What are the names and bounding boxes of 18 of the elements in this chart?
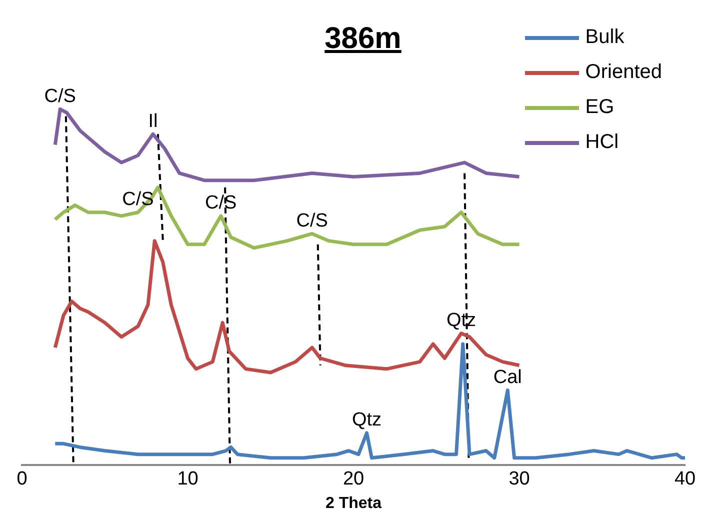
annotation: Il <box>148 110 158 132</box>
x-tick-label: 40 <box>674 468 696 490</box>
annotation: C/S <box>44 86 76 107</box>
x-tick-label: 30 <box>508 468 530 490</box>
x-tick-label: 10 <box>177 468 198 490</box>
legend-label: HCl <box>585 131 619 154</box>
annotation: Cal <box>493 367 522 388</box>
annotation: C/S <box>296 210 328 232</box>
legend-label: EG <box>585 96 614 119</box>
legend-label: Oriented <box>585 61 662 84</box>
x-axis-title: 2 Theta <box>325 494 382 512</box>
x-tick-label: 0 <box>16 468 28 490</box>
chart-title: 386m <box>324 22 402 56</box>
annotation: C/S <box>205 192 237 214</box>
legend-label: Bulk <box>585 26 624 49</box>
annotation: Qtz <box>352 410 382 431</box>
x-tick-label: 20 <box>342 468 364 490</box>
annotation: Qtz <box>446 310 476 332</box>
